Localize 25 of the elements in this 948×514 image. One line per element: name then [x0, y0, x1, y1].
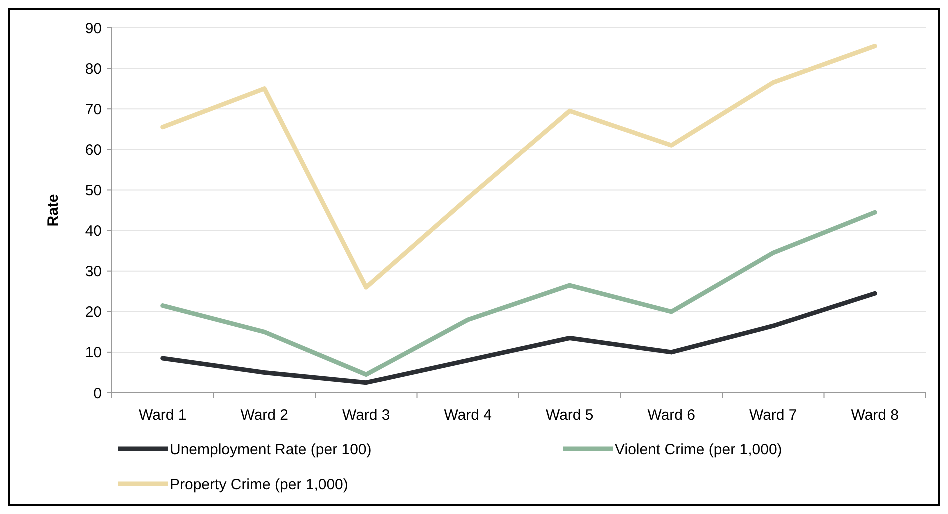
y-tick-label: 80	[85, 60, 102, 78]
x-tick-label: Ward 8	[851, 407, 900, 424]
legend-label: Property Crime (per 1,000)	[170, 476, 348, 494]
legend-label: Unemployment Rate (per 100)	[170, 441, 372, 458]
x-tick-label: Ward 5	[546, 407, 594, 424]
line-series	[160, 291, 878, 386]
y-tick-label: 60	[85, 142, 102, 159]
y-tick-label: 70	[85, 101, 102, 118]
x-tick-label: Ward 6	[648, 407, 696, 424]
y-tick-label: 90	[85, 20, 102, 38]
x-tick-label: Ward 7	[749, 407, 798, 424]
y-tick-label: 10	[85, 344, 102, 362]
line-series	[160, 44, 878, 290]
legend-label: Violent Crime (per 1,000)	[615, 441, 782, 458]
y-tick-label: 20	[85, 304, 102, 322]
line-series	[160, 210, 878, 377]
y-axis-title: Rate	[45, 194, 62, 227]
y-tick-label: 40	[85, 223, 102, 240]
x-tick-label: Ward 4	[444, 407, 492, 424]
x-tick-label: Ward 2	[240, 407, 289, 424]
x-tick-label: Ward 3	[342, 407, 390, 424]
y-tick-label: 30	[85, 264, 102, 281]
y-tick-label: 50	[85, 182, 102, 200]
x-tick-label: Ward 1	[138, 407, 187, 424]
y-tick-label: 0	[94, 385, 102, 402]
